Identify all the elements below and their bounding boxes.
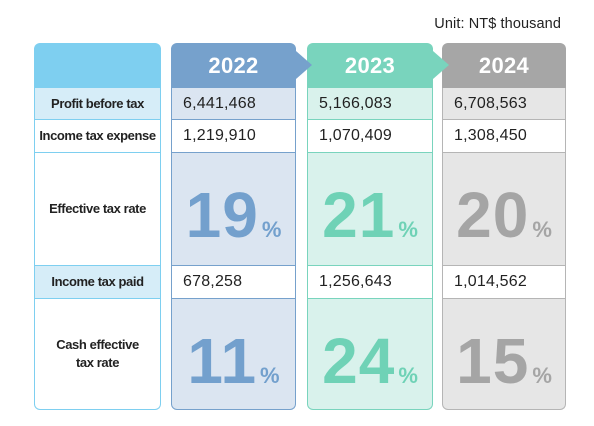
effective-tax-rate-2023: 21%	[307, 153, 433, 266]
profit-before-tax-2023: 5,166,083	[307, 88, 433, 120]
year-header-2024: 2024	[442, 43, 566, 88]
effective-tax-rate-value-2022: 19	[185, 179, 259, 251]
effective-tax-rate-2024: 20%	[442, 153, 566, 266]
label-cash-etr-line1: Cash effective	[56, 337, 139, 352]
cash-effective-tax-rate-2022: 11%	[171, 299, 296, 410]
arrow-right-icon	[296, 51, 312, 79]
income-tax-paid-2024: 1,014,562	[442, 266, 566, 299]
label-effective-tax-rate: Effective tax rate	[34, 153, 161, 266]
percent-sign: %	[261, 217, 282, 242]
label-header	[34, 43, 161, 88]
unit-label: Unit: NT$ thousand	[434, 16, 561, 32]
percent-sign: %	[260, 363, 280, 388]
cash-effective-tax-rate-value-2022: 11	[187, 325, 258, 397]
income-tax-paid-2022: 678,258	[171, 266, 296, 299]
cash-effective-tax-rate-value-2023: 24	[322, 325, 396, 397]
cash-effective-tax-rate-2023: 24%	[307, 299, 433, 410]
year-header-2023: 2023	[307, 43, 433, 88]
percent-sign: %	[532, 363, 552, 388]
year-header-2022: 2022	[171, 43, 296, 88]
income-tax-expense-2024: 1,308,450	[442, 120, 566, 153]
cash-effective-tax-rate-2024: 15%	[442, 299, 566, 410]
year-column-2023: 2023 5,166,083 1,070,409 21% 1,256,643 2…	[307, 43, 449, 410]
effective-tax-rate-value-2023: 21	[322, 179, 396, 251]
income-tax-paid-2023: 1,256,643	[307, 266, 433, 299]
income-tax-expense-2022: 1,219,910	[171, 120, 296, 153]
label-profit-before-tax: Profit before tax	[34, 88, 161, 120]
label-cash-etr-line2: tax rate	[75, 355, 120, 370]
profit-before-tax-2024: 6,708,563	[442, 88, 566, 120]
year-column-2024: 2024 6,708,563 1,308,450 20% 1,014,562 1…	[442, 43, 566, 410]
row-label-column: Profit before tax Income tax expense Eff…	[34, 43, 161, 410]
label-income-tax-expense: Income tax expense	[34, 120, 161, 153]
label-income-tax-paid: Income tax paid	[34, 266, 161, 299]
cash-effective-tax-rate-value-2024: 15	[456, 325, 530, 397]
arrow-right-icon	[433, 51, 449, 79]
effective-tax-rate-2022: 19%	[171, 153, 296, 266]
effective-tax-rate-value-2024: 20	[456, 179, 530, 251]
percent-sign: %	[398, 363, 418, 388]
label-cash-effective-tax-rate: Cash effective tax rate	[34, 299, 161, 410]
income-tax-expense-2023: 1,070,409	[307, 120, 433, 153]
profit-before-tax-2022: 6,441,468	[171, 88, 296, 120]
percent-sign: %	[398, 217, 418, 242]
year-column-2022: 2022 6,441,468 1,219,910 19% 678,258 11%	[171, 43, 312, 410]
percent-sign: %	[532, 217, 552, 242]
